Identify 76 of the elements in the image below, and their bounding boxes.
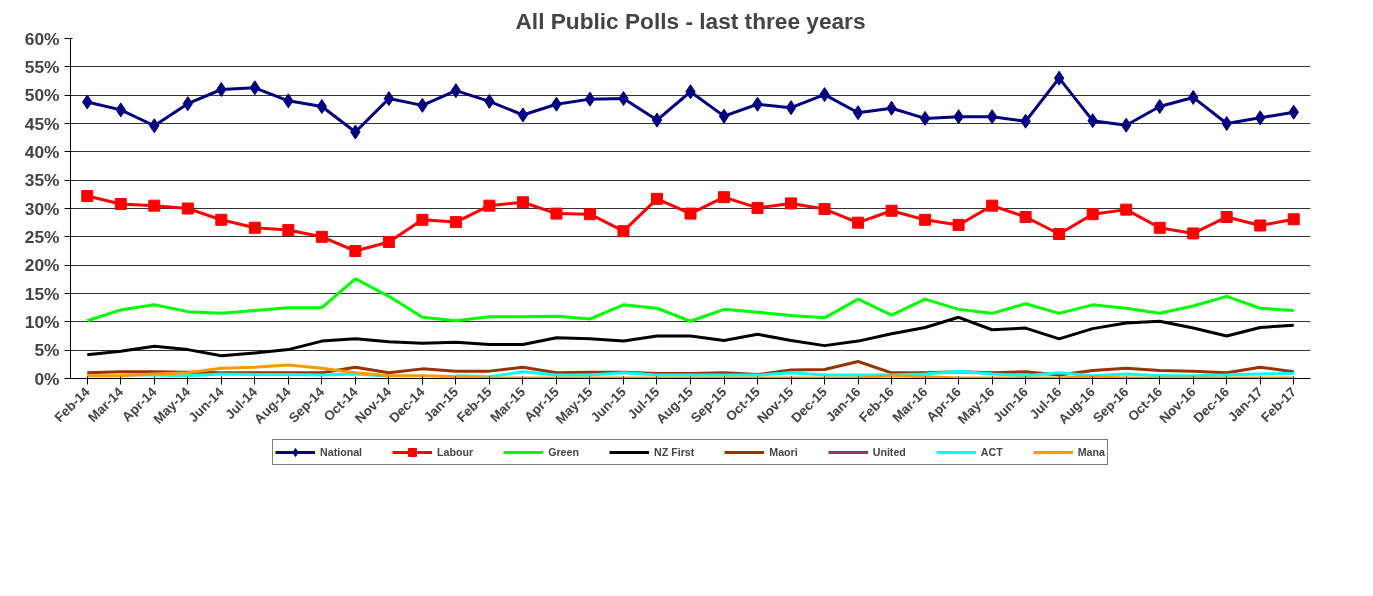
legend-label: Green xyxy=(548,446,579,458)
point xyxy=(718,191,731,204)
point xyxy=(114,197,127,210)
legend-label: ACT xyxy=(980,446,1003,458)
y-tick-label: 25% xyxy=(24,226,60,247)
y-tick-label: 0% xyxy=(34,368,60,389)
y-tick-label: 20% xyxy=(24,255,60,276)
point xyxy=(885,204,898,217)
point xyxy=(1120,203,1133,216)
point xyxy=(216,82,227,97)
point xyxy=(81,190,94,203)
point xyxy=(215,213,228,226)
point xyxy=(1187,227,1200,240)
point xyxy=(617,225,630,238)
point xyxy=(516,196,529,209)
point xyxy=(1154,99,1165,114)
point xyxy=(550,207,563,220)
point xyxy=(986,199,999,212)
point xyxy=(181,202,194,215)
point xyxy=(349,245,362,257)
point xyxy=(1221,116,1232,131)
point xyxy=(416,213,429,226)
point xyxy=(584,91,596,107)
point xyxy=(818,203,831,216)
y-tick-label: 5% xyxy=(34,340,60,361)
point xyxy=(583,208,596,221)
point xyxy=(383,91,395,107)
y-tick-label: 15% xyxy=(24,283,60,304)
point xyxy=(1220,211,1233,223)
point xyxy=(684,207,697,220)
point xyxy=(751,201,764,214)
y-tick-label: 55% xyxy=(24,56,60,77)
point xyxy=(1053,70,1065,86)
point xyxy=(1019,211,1032,223)
point xyxy=(919,110,931,126)
point xyxy=(852,105,864,121)
y-tick-label: 60% xyxy=(24,28,60,49)
line-series xyxy=(85,315,1296,358)
y-tick-label: 40% xyxy=(24,141,60,162)
point xyxy=(316,99,328,114)
legend-label: Labour xyxy=(437,446,474,458)
y-tick-label: 45% xyxy=(24,113,60,134)
legend-label: Maori xyxy=(769,446,798,458)
point xyxy=(1086,208,1099,221)
point xyxy=(718,108,730,124)
point xyxy=(919,213,932,226)
legend-label: United xyxy=(872,446,906,458)
point xyxy=(1254,219,1267,232)
point xyxy=(282,224,295,237)
legend-label: NZ First xyxy=(653,446,695,458)
point xyxy=(315,230,328,243)
point xyxy=(952,218,965,231)
y-tick-label: 35% xyxy=(24,170,60,191)
point xyxy=(148,199,161,212)
point xyxy=(382,235,395,248)
point xyxy=(651,112,663,128)
point xyxy=(483,199,496,212)
chart-title: All Public Polls - last three years xyxy=(515,7,866,34)
point xyxy=(1053,228,1066,240)
y-tick-label: 30% xyxy=(24,198,60,219)
point xyxy=(1153,221,1166,234)
point xyxy=(449,216,462,229)
point xyxy=(852,216,865,229)
point xyxy=(517,107,529,123)
legend-label: Mana xyxy=(1077,446,1105,458)
point xyxy=(248,221,261,234)
y-tick-label: 50% xyxy=(24,85,60,106)
point xyxy=(650,192,663,205)
line-series xyxy=(85,277,1296,323)
point xyxy=(450,83,462,99)
point xyxy=(986,109,998,125)
point xyxy=(785,197,798,210)
legend-label: National xyxy=(320,446,363,458)
point xyxy=(1287,213,1300,226)
y-tick-label: 10% xyxy=(24,311,60,332)
point xyxy=(785,100,797,116)
